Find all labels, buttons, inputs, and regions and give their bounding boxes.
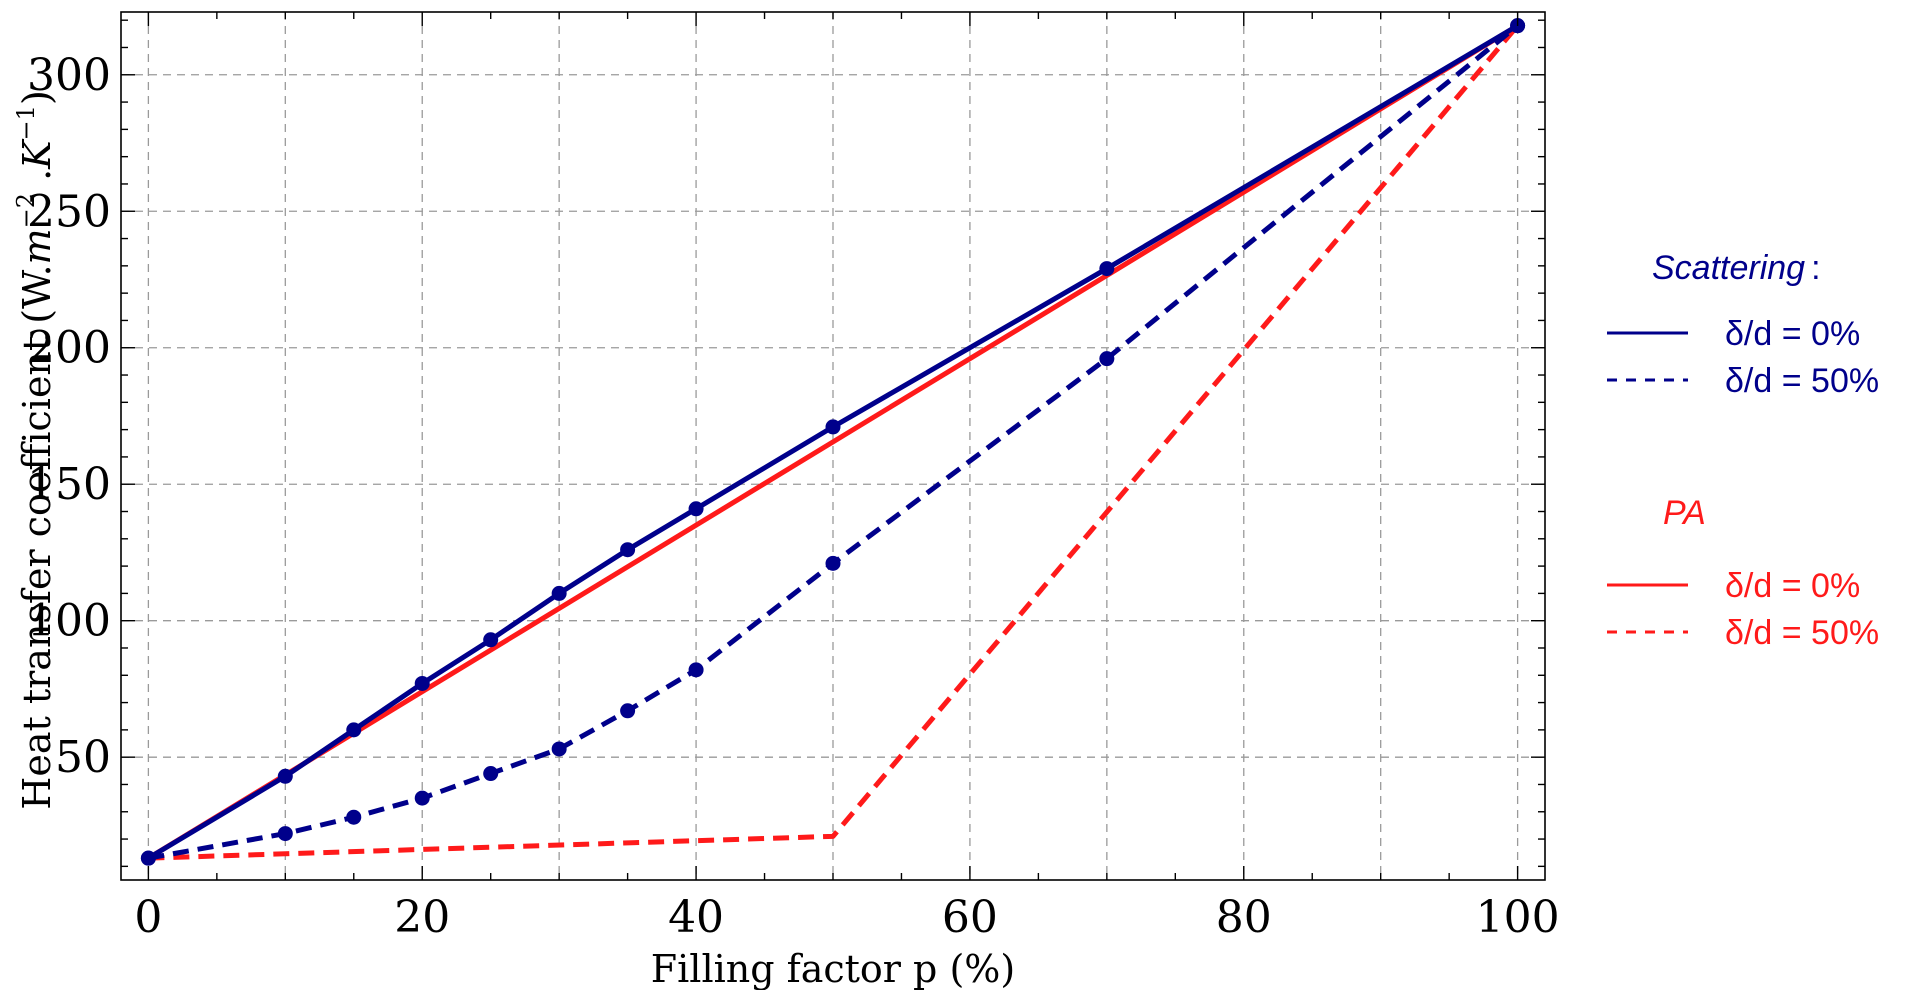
x-tick-label: 100 bbox=[1476, 892, 1560, 943]
y-tick-label: 300 bbox=[27, 50, 111, 101]
data-point bbox=[688, 501, 704, 517]
data-point bbox=[414, 790, 430, 806]
y-axis-label: Heat transfer coefficient (W.m−2 .K−1) bbox=[12, 90, 59, 810]
series-line-pa-solid bbox=[147, 23, 1519, 861]
x-tick-label: 80 bbox=[1216, 892, 1272, 943]
data-point bbox=[620, 703, 636, 719]
y-axis-label-m-exp: −2 bbox=[12, 193, 40, 228]
y-axis-label-k: K bbox=[15, 138, 59, 170]
legend-label-pa-dashed: δ/d = 50% bbox=[1725, 614, 1879, 652]
data-point bbox=[277, 768, 293, 784]
data-point bbox=[551, 741, 567, 757]
y-axis-label-prefix: Heat transfer coefficient (W. bbox=[15, 264, 59, 809]
series-line-pa-dashed bbox=[148, 24, 1520, 861]
legend-scattering-colon: : bbox=[1811, 249, 1820, 287]
x-tick-label: 60 bbox=[942, 892, 998, 943]
data-point bbox=[620, 542, 636, 558]
data-point bbox=[414, 675, 430, 691]
legend-scattering-title: Scattering: bbox=[1652, 249, 1821, 287]
y-tick-label: 150 bbox=[27, 459, 111, 510]
data-point bbox=[551, 585, 567, 601]
data-point bbox=[825, 555, 841, 571]
y-axis-label-dot: . bbox=[15, 169, 59, 193]
x-tick-label: 40 bbox=[668, 892, 724, 943]
data-point bbox=[346, 722, 362, 738]
y-tick-label: 250 bbox=[27, 186, 111, 237]
data-point bbox=[1099, 261, 1115, 277]
y-tick-label: 200 bbox=[27, 323, 111, 374]
y-axis-label-suffix: ) bbox=[15, 90, 59, 105]
data-point bbox=[688, 662, 704, 678]
y-axis-label-k-exp: −1 bbox=[12, 105, 40, 140]
y-tick-label: 100 bbox=[27, 596, 111, 647]
x-tick-label: 0 bbox=[134, 892, 162, 943]
data-point bbox=[1099, 351, 1115, 367]
grid bbox=[121, 12, 1545, 880]
legend-pa-title: PA bbox=[1663, 494, 1706, 532]
y-tick-label: 50 bbox=[55, 732, 111, 783]
data-point bbox=[140, 850, 156, 866]
y-axis-label-m: m bbox=[15, 228, 59, 264]
data-point bbox=[346, 809, 362, 825]
legend-scattering-word: Scattering bbox=[1652, 249, 1805, 287]
data-point bbox=[483, 632, 499, 648]
legend: Scattering: δ/d = 0% δ/d = 50% PA δ/d = … bbox=[1607, 249, 1879, 652]
x-tick-label: 20 bbox=[394, 892, 450, 943]
series-layer bbox=[140, 18, 1526, 866]
legend-label-scattering-solid: δ/d = 0% bbox=[1725, 315, 1860, 353]
data-point bbox=[277, 826, 293, 842]
x-axis-label: Filling factor p (%) bbox=[651, 947, 1015, 990]
data-point bbox=[483, 766, 499, 782]
legend-label-scattering-dashed: δ/d = 50% bbox=[1725, 362, 1879, 400]
axes: 0 20 40 60 80 100 50 100 150 200 250 300 bbox=[27, 12, 1560, 943]
data-point bbox=[825, 419, 841, 435]
legend-label-pa-solid: δ/d = 0% bbox=[1725, 567, 1860, 605]
